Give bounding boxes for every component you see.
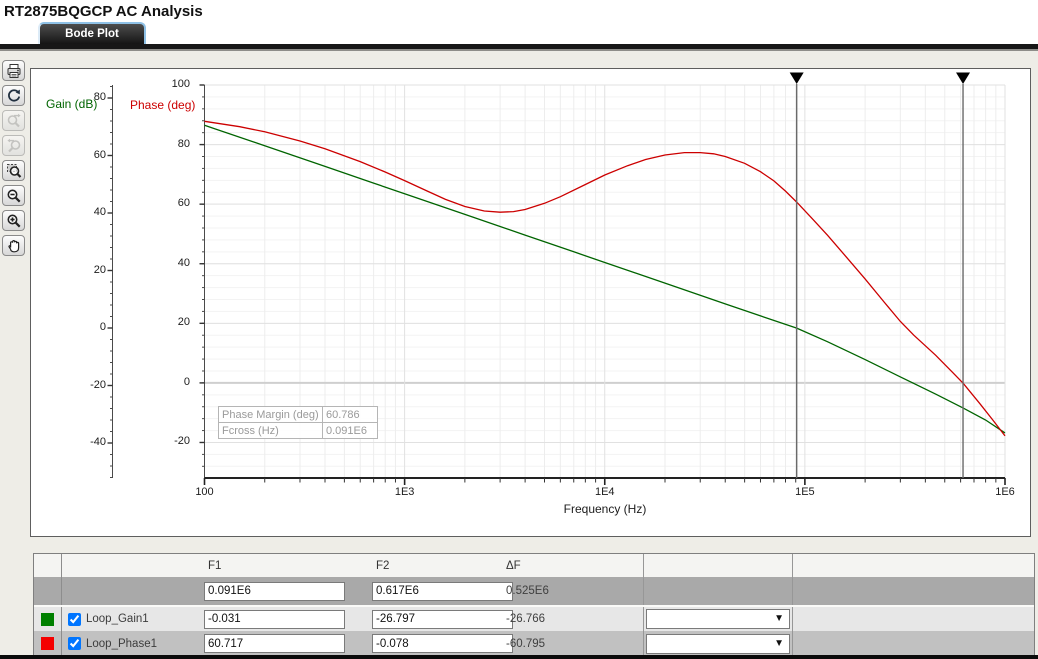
zoom-out-button[interactable] xyxy=(2,185,25,206)
loop-gain1-label: Loop_Gain1 xyxy=(86,613,149,625)
measurements-table: F1 F2 ΔF 0.525E6 Loop_Gain1 -26.766 ▼ Lo… xyxy=(33,553,1035,657)
tab-bode-plot[interactable]: Bode Plot xyxy=(38,22,146,44)
zoom-undo-icon xyxy=(6,138,22,154)
tick-label: 40 xyxy=(93,206,106,218)
tick-label: 1E6 xyxy=(995,486,1015,498)
table-row-loop-gain1: Loop_Gain1 -26.766 ▼ xyxy=(34,607,1034,631)
zoom-in-icon xyxy=(6,213,22,229)
print-button[interactable] xyxy=(2,60,25,81)
frequency-row: 0.525E6 xyxy=(34,577,1034,605)
tick-label: 40 xyxy=(177,256,190,269)
tick-label: 1E5 xyxy=(795,486,815,498)
loop-gain1-f2-input[interactable] xyxy=(372,609,513,629)
tick-label: 100 xyxy=(195,486,214,498)
tick-label: 60 xyxy=(177,197,190,210)
tick-label: 80 xyxy=(177,137,190,150)
tick-label: 80 xyxy=(93,91,106,103)
loop-phase1-color-swatch xyxy=(41,637,54,650)
page-title: RT2875BQGCP AC Analysis xyxy=(4,3,203,20)
tick-label: 0 xyxy=(99,321,106,333)
loop-phase1-f2-input[interactable] xyxy=(372,634,513,653)
phase-axis-title: Phase (deg) xyxy=(130,98,196,112)
tick-label: 0 xyxy=(183,375,190,388)
header-f1: F1 xyxy=(208,559,222,572)
printer-icon xyxy=(6,63,22,79)
phase-margin-label: Phase Margin (deg) xyxy=(218,406,323,423)
tick-label: 20 xyxy=(93,263,106,276)
loop-gain1-checkbox[interactable] xyxy=(68,612,81,626)
zoom-region-button[interactable] xyxy=(2,160,25,181)
tick-label: 1E3 xyxy=(394,486,415,498)
header-f2: F2 xyxy=(376,559,390,572)
zoom-undo-button xyxy=(2,135,25,156)
f2-frequency-input[interactable] xyxy=(372,581,513,601)
tick-label: 60 xyxy=(93,148,106,161)
loop-phase1-measure-select[interactable]: ▼ xyxy=(646,633,790,654)
header-strip xyxy=(0,0,1038,44)
tick-label: 100 xyxy=(171,78,190,90)
zoom-redo-icon xyxy=(6,113,22,129)
loop-phase1-f1-input[interactable] xyxy=(204,634,345,653)
loop-gain1-color-swatch xyxy=(41,612,54,626)
loop-phase1-checkbox[interactable] xyxy=(68,637,81,650)
tick-label: -40 xyxy=(90,436,106,448)
zoom-out-icon xyxy=(6,188,22,204)
loop-gain1-delta: -26.766 xyxy=(501,607,644,631)
phase-margin-value: 60.786 xyxy=(322,406,378,423)
tick-label: -20 xyxy=(90,378,106,391)
dropdown-caret-icon: ▼ xyxy=(774,637,784,649)
table-header-row: F1 F2 ΔF xyxy=(34,554,1034,577)
tab-bar-divider xyxy=(0,44,1038,51)
table-row-loop-phase1: Loop_Phase1 -60.795 ▼ xyxy=(34,631,1034,656)
phase-margin-infobox: Phase Margin (deg) 60.786 Fcross (Hz) 0.… xyxy=(218,406,378,439)
hand-icon xyxy=(6,238,22,254)
zoom-region-icon xyxy=(6,163,22,179)
window-bottom-edge xyxy=(0,655,1038,659)
zoom-in-button[interactable] xyxy=(2,210,25,231)
tick-label: -20 xyxy=(174,435,190,448)
dropdown-caret-icon: ▼ xyxy=(774,613,784,624)
tick-label: 1E4 xyxy=(594,486,615,498)
loop-phase1-delta: -60.795 xyxy=(501,631,644,656)
x-axis-label: Frequency (Hz) xyxy=(563,502,647,516)
fcross-label: Fcross (Hz) xyxy=(218,422,323,439)
delta-f-value: 0.525E6 xyxy=(501,577,644,605)
zoom-redo-button xyxy=(2,110,25,131)
refresh-icon xyxy=(6,88,22,104)
fcross-value: 0.091E6 xyxy=(322,422,378,439)
loop-phase1-label: Loop_Phase1 xyxy=(86,637,157,650)
f1-frequency-input[interactable] xyxy=(204,581,345,601)
header-df: ΔF xyxy=(501,554,644,577)
reset-zoom-button[interactable] xyxy=(2,85,25,106)
plot-toolbar xyxy=(2,60,26,260)
loop-gain1-f1-input[interactable] xyxy=(204,609,345,629)
pan-button[interactable] xyxy=(2,235,25,256)
loop-gain1-measure-select[interactable]: ▼ xyxy=(646,609,790,629)
tick-label: 20 xyxy=(177,316,190,329)
gain-axis-title: Gain (dB) xyxy=(46,97,98,111)
